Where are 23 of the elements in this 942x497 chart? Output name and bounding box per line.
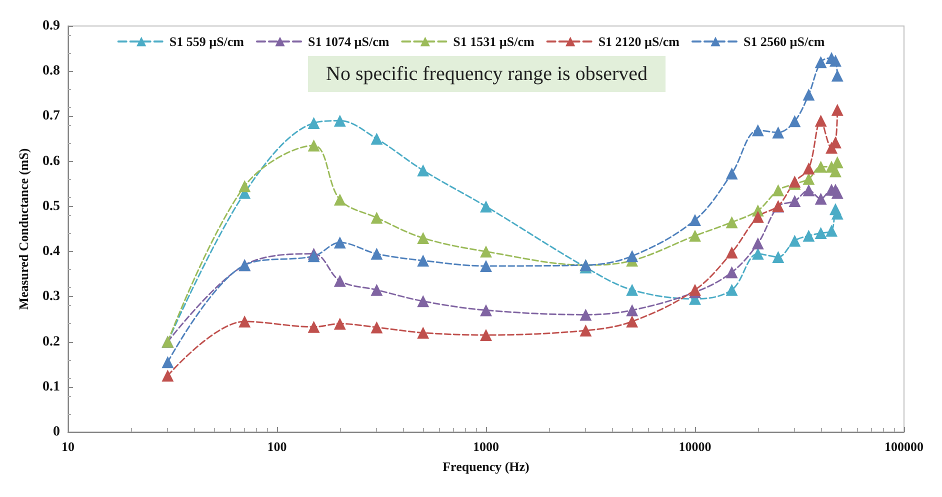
x-tick-label: 10000 — [678, 439, 712, 454]
legend-label: S1 1531 µS/cm — [453, 34, 534, 49]
y-tick-label: 0.8 — [42, 64, 60, 79]
legend-label: S1 2560 µS/cm — [743, 34, 825, 49]
y-tick-label: 0 — [53, 424, 60, 440]
y-tick-label: 0.6 — [42, 154, 60, 169]
legend-label: S1 1074 µS/cm — [308, 34, 390, 49]
y-tick-label: 0.5 — [42, 198, 60, 214]
y-tick-label: 0.4 — [42, 244, 60, 260]
x-axis-title: Frequency (Hz) — [442, 459, 530, 474]
annotation: No specific frequency range is observed — [326, 63, 648, 85]
y-tick-label: 0.3 — [42, 289, 60, 304]
x-tick-label: 1000 — [473, 439, 499, 454]
y-tick-label: 0.2 — [42, 334, 60, 350]
y-axis-title: Measured Conductance (mS) — [16, 148, 31, 310]
x-tick-label: 10 — [62, 439, 74, 454]
y-tick-label: 0.7 — [42, 108, 60, 124]
y-tick-label: 0.9 — [42, 18, 60, 34]
x-tick-label: 100000 — [884, 439, 924, 454]
x-tick-label: 100 — [267, 439, 287, 454]
legend-label: S1 2120 µS/cm — [598, 34, 680, 49]
legend-label: S1 559 µS/cm — [169, 34, 244, 49]
y-tick-label: 0.1 — [42, 379, 60, 394]
